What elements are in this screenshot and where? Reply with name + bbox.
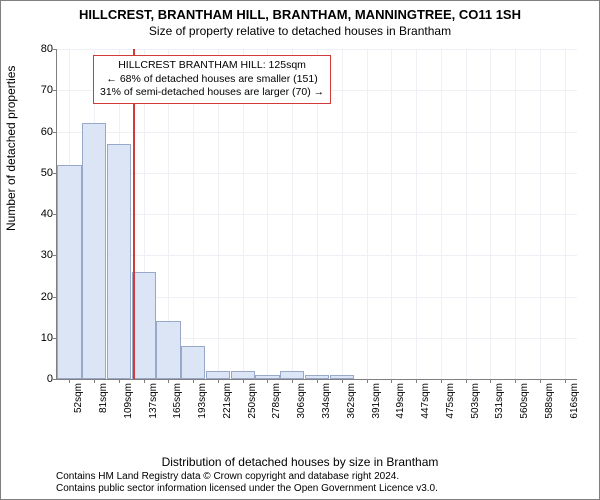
gridline-v — [490, 49, 491, 379]
x-tick-label: 250sqm — [247, 383, 258, 419]
tickmark-x — [565, 379, 566, 383]
gridline-v — [515, 49, 516, 379]
x-tick-label: 52sqm — [73, 383, 84, 413]
annotation-line: ← 68% of detached houses are smaller (15… — [100, 73, 324, 87]
tickmark-x — [515, 379, 516, 383]
gridline-v — [565, 49, 566, 379]
tickmark-x — [367, 379, 368, 383]
x-tick-label: 137sqm — [148, 383, 159, 419]
x-tick-label: 334sqm — [321, 383, 332, 419]
tickmark-x — [466, 379, 467, 383]
histogram-bar — [107, 144, 131, 379]
attribution-text: Contains HM Land Registry data © Crown c… — [56, 471, 438, 495]
x-tick-label: 616sqm — [569, 383, 580, 419]
annotation-box: HILLCREST BRANTHAM HILL: 125sqm← 68% of … — [93, 55, 331, 104]
y-tick-label: 40 — [29, 208, 53, 220]
x-tick-label: 447sqm — [420, 383, 431, 419]
tickmark-x — [218, 379, 219, 383]
tickmark-x — [342, 379, 343, 383]
y-tick-label: 30 — [29, 249, 53, 261]
tickmark-x — [168, 379, 169, 383]
histogram-bar — [132, 272, 156, 379]
x-tick-label: 391sqm — [371, 383, 382, 419]
gridline-v — [540, 49, 541, 379]
tickmark-y — [53, 132, 57, 133]
x-axis-label: Distribution of detached houses by size … — [1, 455, 599, 469]
chart-subtitle: Size of property relative to detached ho… — [1, 24, 599, 38]
y-tick-label: 80 — [29, 43, 53, 55]
x-tick-label: 588sqm — [544, 383, 555, 419]
gridline-v — [391, 49, 392, 379]
x-tick-label: 503sqm — [470, 383, 481, 419]
tickmark-x — [441, 379, 442, 383]
annotation-line: HILLCREST BRANTHAM HILL: 125sqm — [100, 59, 324, 73]
gridline-v — [416, 49, 417, 379]
tickmark-x — [119, 379, 120, 383]
tickmark-x — [540, 379, 541, 383]
x-tick-label: 193sqm — [197, 383, 208, 419]
chart-title: HILLCREST, BRANTHAM HILL, BRANTHAM, MANN… — [1, 7, 599, 22]
gridline-v — [367, 49, 368, 379]
x-tick-label: 560sqm — [519, 383, 530, 419]
tickmark-x — [292, 379, 293, 383]
x-tick-label: 306sqm — [296, 383, 307, 419]
histogram-bar — [206, 371, 230, 379]
tickmark-x — [69, 379, 70, 383]
y-tick-label: 0 — [29, 373, 53, 385]
tickmark-y — [53, 90, 57, 91]
y-tick-label: 50 — [29, 167, 53, 179]
tickmark-y — [53, 49, 57, 50]
tickmark-x — [193, 379, 194, 383]
gridline-v — [441, 49, 442, 379]
y-tick-label: 10 — [29, 332, 53, 344]
x-tick-label: 109sqm — [123, 383, 134, 419]
tickmark-x — [391, 379, 392, 383]
histogram-bar — [57, 165, 81, 380]
x-tick-label: 81sqm — [98, 383, 109, 413]
x-tick-label: 221sqm — [222, 383, 233, 419]
y-tick-label: 60 — [29, 126, 53, 138]
x-tick-label: 362sqm — [346, 383, 357, 419]
tickmark-x — [490, 379, 491, 383]
attribution-line: Contains HM Land Registry data © Crown c… — [56, 471, 438, 483]
histogram-bar — [156, 321, 180, 379]
gridline-v — [466, 49, 467, 379]
gridline-v — [342, 49, 343, 379]
attribution-line: Contains public sector information licen… — [56, 483, 438, 495]
histogram-bar — [231, 371, 255, 379]
chart-area: 0102030405060708052sqm81sqm109sqm137sqm1… — [56, 49, 576, 419]
histogram-bar — [280, 371, 304, 379]
plot-region: 0102030405060708052sqm81sqm109sqm137sqm1… — [56, 49, 577, 380]
x-tick-label: 419sqm — [395, 383, 406, 419]
tickmark-x — [243, 379, 244, 383]
tickmark-x — [144, 379, 145, 383]
y-tick-label: 70 — [29, 84, 53, 96]
chart-container: HILLCREST, BRANTHAM HILL, BRANTHAM, MANN… — [0, 0, 600, 500]
histogram-bar — [181, 346, 205, 379]
tickmark-x — [317, 379, 318, 383]
histogram-bar — [82, 123, 106, 379]
tickmark-x — [267, 379, 268, 383]
tickmark-y — [53, 379, 57, 380]
y-axis-label: Number of detached properties — [4, 66, 18, 231]
x-tick-label: 475sqm — [445, 383, 456, 419]
y-tick-label: 20 — [29, 291, 53, 303]
tickmark-x — [94, 379, 95, 383]
x-tick-label: 165sqm — [172, 383, 183, 419]
annotation-line: 31% of semi-detached houses are larger (… — [100, 86, 324, 100]
x-tick-label: 278sqm — [271, 383, 282, 419]
x-tick-label: 531sqm — [494, 383, 505, 419]
tickmark-x — [416, 379, 417, 383]
